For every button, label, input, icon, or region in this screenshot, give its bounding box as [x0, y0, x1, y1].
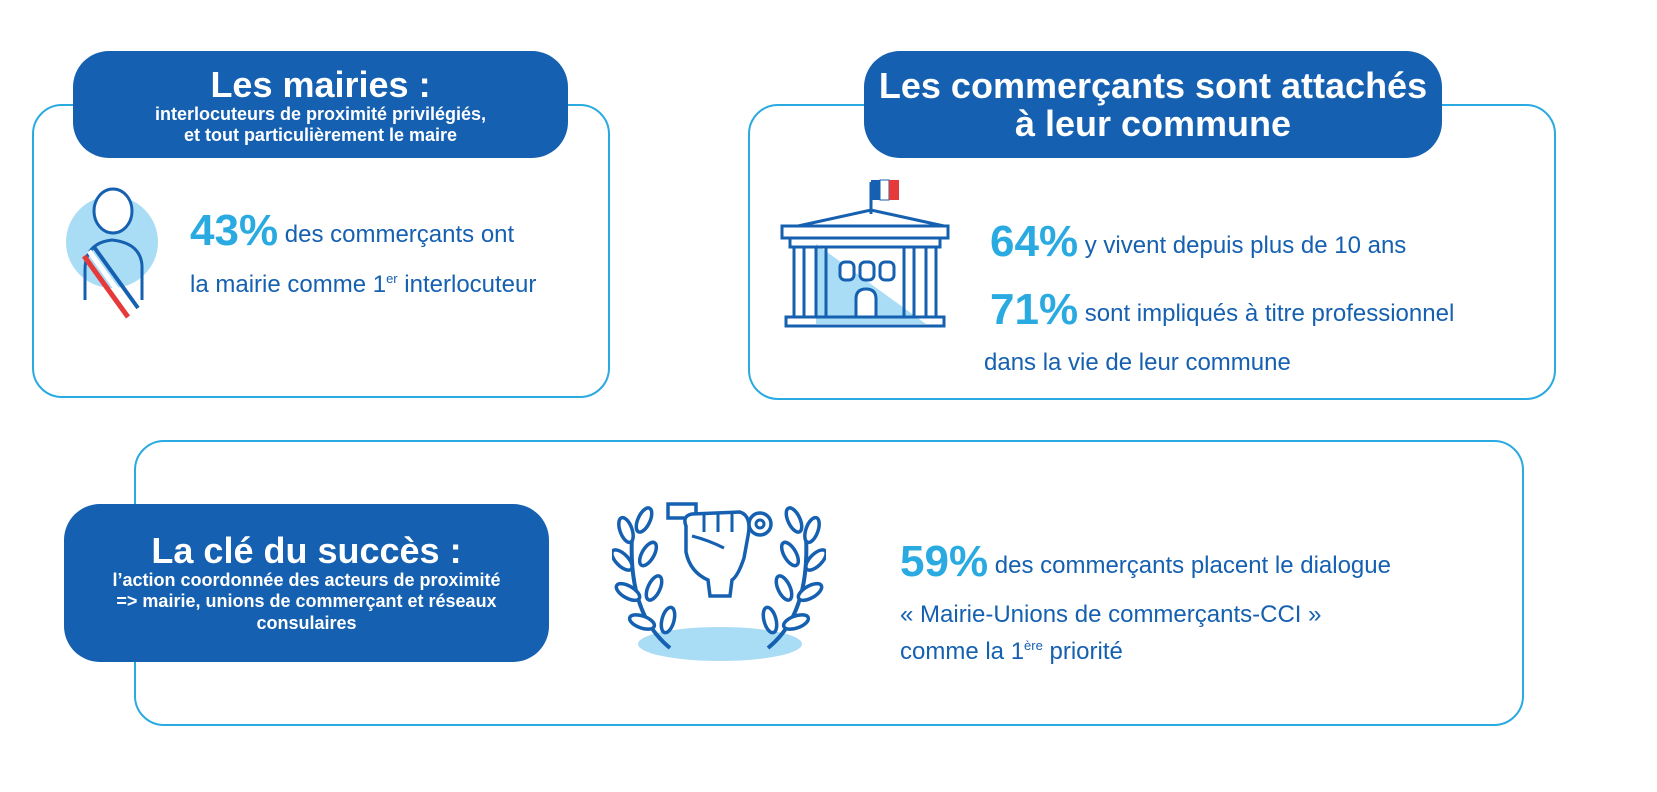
mayor-sash-icon: [66, 187, 158, 319]
succes-stat-text3b: priorité: [1042, 638, 1123, 666]
mairies-header: Les mairies : interlocuteurs de proximit…: [73, 51, 568, 158]
mairies-subtitle-2: et tout particulièrement le maire: [183, 125, 458, 146]
commune-stat1-text: y vivent depuis plus de 10 ans: [1078, 232, 1407, 259]
mairies-stat-text2b: interlocuteur: [397, 271, 537, 299]
mairies-title: Les mairies :: [210, 64, 431, 105]
succes-stat-line3: comme la 1ère priorité: [900, 633, 1500, 670]
commune-title-1: Les commerçants sont attachés: [878, 64, 1428, 106]
commune-title-2: à leur commune: [1014, 102, 1292, 144]
succes-stat-line1: 59% des commerçants placent le dialogue: [900, 528, 1500, 596]
commune-stat1: 64% y vivent depuis plus de 10 ans: [984, 208, 1544, 276]
commune-stat: 64% y vivent depuis plus de 10 ans 71% s…: [984, 208, 1544, 382]
town-hall-icon: [780, 179, 950, 328]
succes-stat-text3a: comme la 1: [900, 638, 1025, 666]
succes-header: La clé du succès : l’action coordonnée d…: [64, 504, 549, 662]
succes-subtitle-1: l’action coordonnée des acteurs de proxi…: [112, 569, 501, 590]
succes-subtitle-3: consulaires: [256, 612, 357, 633]
succes-stat: 59% des commerçants placent le dialogue …: [900, 528, 1500, 671]
commune-stat2-text: sont impliqués à titre professionnel: [1078, 300, 1455, 328]
mairies-stat: 43% des commerçants ont la mairie comme …: [190, 196, 590, 305]
fist-key-laurel-icon: [612, 502, 826, 661]
succes-title: La clé du succès :: [151, 529, 462, 571]
succes-stat-pct: 59%: [900, 537, 989, 586]
mairies-stat-text1: des commerçants ont: [278, 221, 515, 248]
mairies-stat-text2a: la mairie comme 1: [190, 271, 387, 299]
mairies-stat-line1: 43% des commerçants ont: [190, 196, 590, 266]
succes-subtitle-2: => mairie, unions de commerçant et résea…: [116, 591, 497, 612]
succes-stat-text1: des commerçants placent le dialogue: [988, 552, 1391, 579]
succes-stat-sup: ère: [1024, 638, 1043, 654]
commune-stat2-pct: 71%: [990, 285, 1079, 335]
commune-stat2: 71% sont impliqués à titre professionnel: [984, 276, 1544, 344]
succes-stat-line2: « Mairie-Unions de commerçants-CCI »: [900, 601, 1322, 629]
mairies-stat-sup: er: [386, 271, 398, 287]
mairies-subtitle-1: interlocuteurs de proximité privilégiés,: [154, 103, 487, 124]
commune-stat1-pct: 64%: [990, 217, 1079, 266]
commune-stat2-line2: dans la vie de leur commune: [984, 349, 1291, 377]
mairies-stat-pct: 43%: [190, 206, 279, 255]
mairies-stat-line2: la mairie comme 1er interlocuteur: [190, 266, 590, 304]
commune-header: Les commerçants sont attachés à leur com…: [864, 51, 1442, 158]
